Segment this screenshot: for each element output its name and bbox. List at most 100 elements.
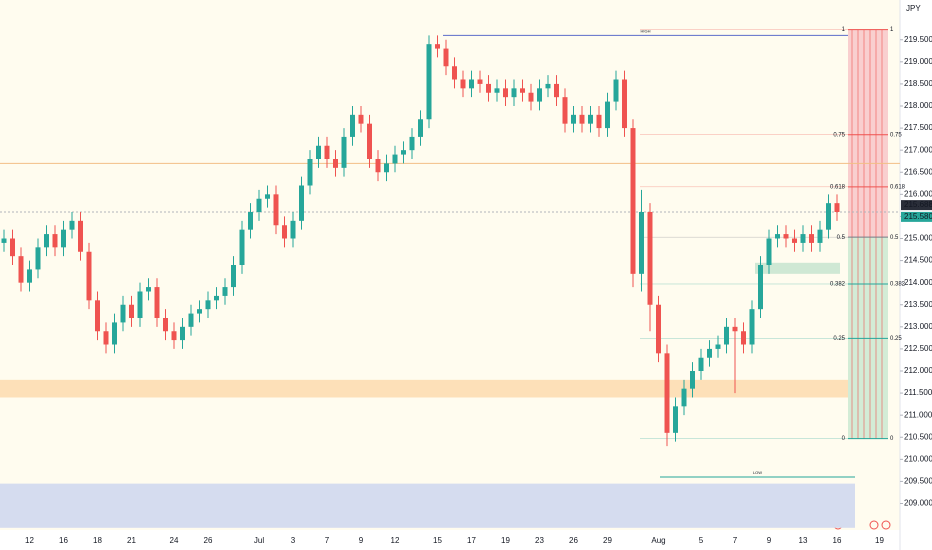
- candle-body: [426, 44, 432, 120]
- candle-body: [341, 136, 347, 168]
- candle-body: [656, 304, 661, 354]
- price-axis: [900, 0, 932, 550]
- candle-body: [137, 291, 143, 318]
- price-tag-label: 215.688: [904, 200, 932, 209]
- fib-label: 1: [890, 27, 894, 33]
- candle-body: [809, 234, 814, 243]
- x-tick-label: 16: [833, 536, 842, 545]
- candle-body: [452, 66, 457, 80]
- x-tick-label: 21: [127, 536, 136, 545]
- candle-body: [273, 194, 279, 226]
- fib-label: 0.75: [890, 132, 902, 138]
- fib-label: 0: [890, 436, 894, 442]
- candle-body: [231, 265, 236, 288]
- candle-body: [613, 79, 619, 102]
- x-tick-label: 12: [391, 536, 400, 545]
- price-tag: [901, 200, 932, 211]
- candle-body: [528, 92, 534, 102]
- x-tick-label: 19: [875, 536, 884, 545]
- candle-body: [460, 79, 466, 89]
- candle-body: [494, 88, 500, 93]
- y-tick-label: 209.500: [904, 477, 932, 486]
- fib-label: 0: [842, 436, 846, 442]
- candle-body: [579, 114, 585, 124]
- candle-body: [409, 136, 415, 151]
- fib-label: 0.25: [890, 336, 902, 342]
- candle-body: [715, 344, 721, 349]
- x-tick-label: 9: [767, 536, 772, 545]
- y-tick-label: 214.500: [904, 256, 932, 265]
- candle-body: [503, 88, 508, 98]
- y-tick-label: 212.500: [904, 344, 932, 353]
- candle-body: [392, 154, 398, 164]
- candle-body: [511, 88, 517, 98]
- candle-body: [35, 247, 41, 270]
- fib-label: 0.382: [890, 282, 906, 288]
- x-tick-label: Aug: [651, 536, 665, 545]
- y-tick-label: 210.000: [904, 454, 932, 463]
- candle-body: [384, 163, 389, 173]
- candle-body: [27, 269, 32, 283]
- y-tick-label: 219.500: [904, 35, 932, 44]
- y-tick-label: 217.500: [904, 123, 932, 132]
- candle-body: [520, 88, 525, 93]
- candle-body: [826, 203, 831, 230]
- candle-body: [358, 114, 364, 124]
- price-tag-label: 215.580: [904, 212, 932, 221]
- candle-body: [664, 353, 670, 433]
- x-tick-label: 17: [467, 536, 476, 545]
- candle-body: [61, 229, 66, 248]
- candle-body: [834, 203, 840, 212]
- candle-body: [171, 331, 177, 341]
- candle-body: [52, 234, 58, 248]
- x-tick-label: 29: [603, 536, 612, 545]
- candle-body: [792, 238, 797, 243]
- candle-body: [78, 220, 83, 252]
- y-tick-label: 209.000: [904, 499, 932, 508]
- candle-body: [486, 83, 491, 93]
- y-tick-label: 213.500: [904, 300, 932, 309]
- candle-body: [690, 371, 695, 389]
- candle-body: [571, 114, 576, 124]
- event-icon[interactable]: [869, 520, 879, 530]
- candle-body: [418, 119, 423, 137]
- candle-body: [248, 212, 253, 230]
- candle-body: [86, 251, 92, 301]
- candle-body: [214, 295, 219, 301]
- fib-zone-upper: [848, 29, 888, 238]
- candle-body: [282, 225, 287, 239]
- event-icon[interactable]: [881, 520, 891, 530]
- candle-body: [477, 79, 483, 84]
- candle-body: [239, 229, 245, 265]
- marked-line-label: LOW: [753, 470, 762, 475]
- fib-label: 1: [842, 27, 846, 33]
- marked-line-label: HIGH: [641, 28, 651, 33]
- candle-body: [95, 300, 100, 332]
- candle-body: [18, 256, 24, 283]
- zone: [755, 262, 840, 274]
- candle-body: [256, 198, 262, 212]
- fib-label: 0.75: [833, 132, 845, 138]
- y-tick-label: 211.000: [904, 410, 932, 419]
- fib-label: 0.382: [830, 282, 846, 288]
- candle-body: [163, 318, 168, 332]
- y-tick-label: 214.000: [904, 278, 932, 287]
- candle-body: [673, 406, 678, 433]
- candle-body: [367, 123, 372, 159]
- candle-body: [698, 357, 704, 371]
- fib-label: 0.5: [837, 235, 846, 241]
- candle-body: [443, 48, 449, 67]
- x-tick-label: 5: [699, 536, 704, 545]
- candle-body: [800, 234, 806, 243]
- candle-body: [69, 220, 75, 230]
- candle-body: [44, 234, 49, 248]
- candle-body: [681, 388, 687, 407]
- candle-body: [129, 304, 134, 318]
- candle-body: [732, 326, 738, 332]
- x-tick-label: 24: [170, 536, 179, 545]
- candle-body: [299, 185, 304, 221]
- candle-body: [775, 234, 780, 239]
- y-tick-label: 215.000: [904, 234, 932, 243]
- candle-body: [647, 212, 653, 305]
